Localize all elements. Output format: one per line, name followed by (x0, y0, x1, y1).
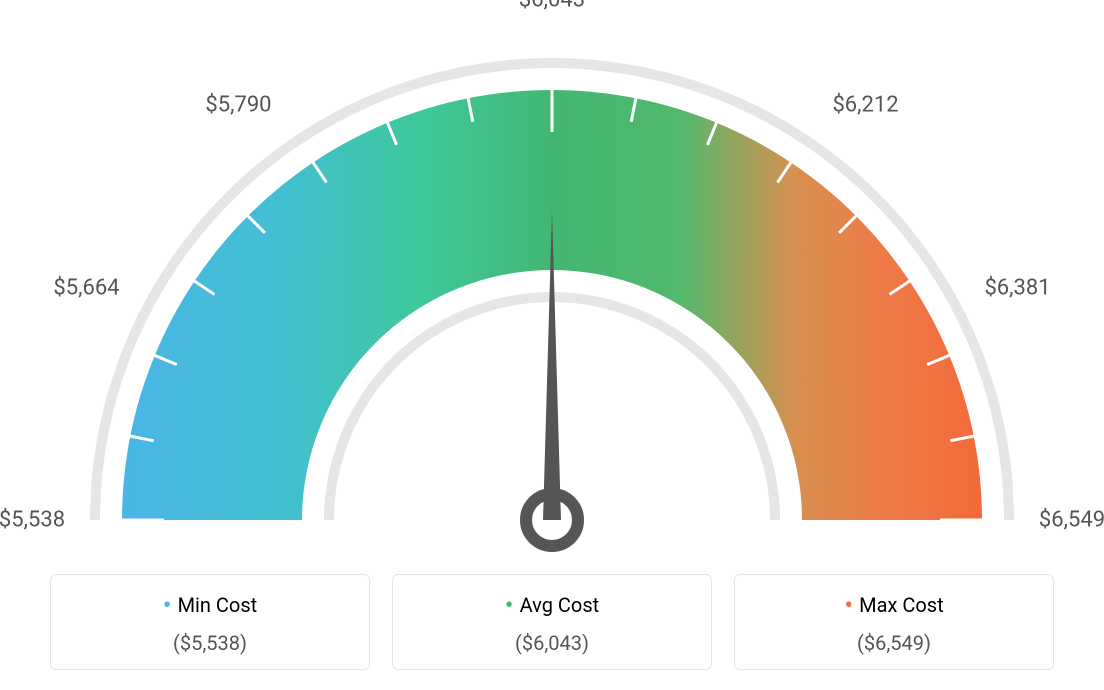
legend-avg-value: ($6,043) (403, 631, 701, 655)
legend-avg-label: Avg Cost (520, 593, 600, 617)
legend-max-label: Max Cost (859, 593, 944, 617)
chart-container: $5,538 $5,664 $5,790 $6,043 $6,212 $6,381 $6,5… (0, 0, 1104, 690)
legend-card-max: •Max Cost ($6,549) (734, 574, 1054, 670)
legend-min-title: •Min Cost (61, 591, 359, 621)
legend-max-value: ($6,549) (745, 631, 1043, 655)
legend-row: •Min Cost ($5,538) •Avg Cost ($6,043) •M… (50, 574, 1054, 670)
legend-min-value: ($5,538) (61, 631, 359, 655)
gauge-tick-label: $5,790 (205, 93, 271, 118)
dot-icon-avg: • (505, 591, 514, 621)
dot-icon-min: • (163, 591, 172, 621)
legend-max-title: •Max Cost (745, 591, 1043, 621)
legend-avg-title: •Avg Cost (403, 591, 701, 621)
gauge-tick-label: $5,538 (0, 508, 65, 533)
gauge-tick-label: $5,664 (53, 276, 119, 301)
gauge-area: $5,538 $5,664 $5,790 $6,043 $6,212 $6,381 $6,5… (0, 0, 1104, 560)
gauge-tick-label: $6,381 (984, 276, 1050, 301)
gauge-svg (0, 0, 1104, 560)
gauge-tick-label: $6,212 (832, 93, 898, 118)
legend-min-label: Min Cost (178, 593, 258, 617)
gauge-tick-label: $6,549 (1039, 508, 1104, 533)
legend-card-min: •Min Cost ($5,538) (50, 574, 370, 670)
legend-card-avg: •Avg Cost ($6,043) (392, 574, 712, 670)
gauge-tick-label: $6,043 (519, 0, 585, 13)
dot-icon-max: • (844, 591, 853, 621)
